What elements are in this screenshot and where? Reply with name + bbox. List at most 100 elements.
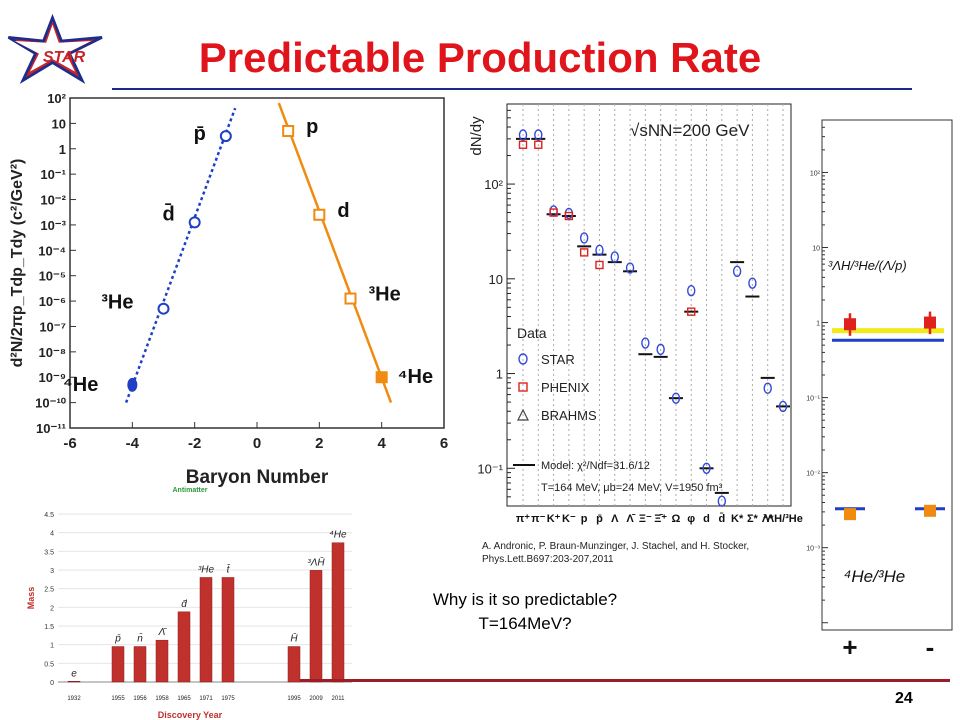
x-category-label: Ξ⁻ [639, 513, 652, 525]
plot-frame [821, 119, 953, 631]
bar-label: p̄ [114, 634, 121, 645]
x-category-label: K⁻ [562, 513, 576, 525]
point-label: ³He [101, 292, 133, 314]
y-tick-label: 10⁻² [806, 471, 820, 478]
data-point [924, 504, 936, 517]
point-label: p̄ [194, 123, 206, 145]
data-point [127, 377, 138, 392]
title-underline [112, 88, 912, 90]
legend-label: BRAHMS [541, 408, 597, 423]
x-tick-label: 4 [377, 435, 386, 452]
x-category-label: π⁺ [516, 513, 530, 525]
x-category-label: Λ [611, 513, 619, 525]
point-label: ⁴He [63, 374, 98, 396]
star-point [610, 251, 619, 263]
legend-brahms-marker [517, 408, 529, 421]
y-tick-label: 2 [50, 605, 54, 612]
legend-star-marker [518, 353, 528, 365]
data-point [844, 318, 856, 331]
x-category-label: K* [731, 513, 744, 525]
y-tick-label: 1 [50, 643, 54, 650]
y-axis-label: d²N/2πp_Tdp_Tdy (c²/GeV²) [9, 159, 26, 368]
question-line-1: Why is it so predictable? [432, 590, 618, 609]
energy-label: √sNN=200 GeV [630, 121, 750, 140]
y-tick-label: 10⁻⁴ [38, 243, 66, 258]
phenix-point [595, 260, 604, 270]
x-category-label: d̄ [718, 513, 725, 525]
bar [67, 681, 81, 683]
x-tick-label: -6 [63, 435, 76, 452]
x-tick-label: 6 [440, 435, 448, 452]
x-tick-label: 1932 [67, 696, 81, 702]
bar [111, 646, 125, 683]
bar-label: e [71, 668, 77, 679]
bar-label: ³He [198, 564, 215, 575]
star-point [763, 382, 772, 394]
page-title: Predictable Production Rate [198, 34, 762, 81]
star-point [595, 244, 604, 256]
data-point [313, 208, 326, 221]
y-tick-label: 1.5 [44, 624, 54, 631]
x-category-label: Λ* [762, 513, 774, 525]
data-point [375, 371, 388, 384]
x-category-label: Σ* [747, 513, 759, 525]
x-tick-label: 1965 [177, 696, 191, 702]
bar [133, 646, 147, 683]
x-tick-label: 1975 [221, 696, 235, 702]
model-label: Model: χ²/Ndf=31.6/12 [541, 460, 650, 472]
phenix-point [579, 248, 589, 257]
chart-ratios: 10⁻³ 10⁻² 10⁻¹ 1 10 10² ³ΛH/³He/(Λ/p) ⁴He/³He + - [806, 119, 953, 662]
series-label-he4: ⁴He/³He [844, 567, 905, 586]
x-tick-label: 1958 [155, 696, 169, 702]
x-tick-label: 2011 [332, 696, 346, 702]
plot-frame [506, 103, 792, 507]
star-point [641, 337, 650, 349]
y-tick-label: 4.5 [44, 512, 54, 519]
phenix-point [564, 211, 574, 221]
star-point [625, 262, 635, 274]
y-tick-label: 4 [50, 531, 54, 538]
point-label: d [337, 200, 349, 222]
y-tick-label: 1 [59, 142, 66, 157]
fit-line [124, 107, 237, 404]
legend-label: PHENIX [541, 380, 590, 395]
x-category-label: d [703, 513, 710, 525]
data-point [924, 316, 936, 329]
point-label: p [306, 116, 318, 138]
legend-title: Data [517, 325, 547, 341]
y-tick-label: 2.5 [44, 587, 54, 594]
star-point [732, 265, 742, 278]
x-category-label: φ [687, 513, 695, 525]
x-tick-label: 1995 [287, 696, 301, 702]
data-point [344, 292, 357, 305]
star-point [534, 129, 543, 141]
y-tick-label: 3.5 [44, 549, 54, 556]
point-label: ³He [369, 284, 401, 306]
y-tick-label: 0 [50, 680, 54, 687]
x-category-label: K⁺ [547, 513, 561, 525]
y-tick-label: 10 [52, 116, 66, 131]
y-tick-label: 10⁻⁹ [39, 370, 67, 385]
data-point [844, 508, 856, 521]
x-category-label: ³ΛH/³He [763, 513, 803, 525]
footer-rule [300, 679, 950, 682]
legend-phenix-marker [518, 382, 528, 392]
citation: A. Andronic, P. Braun-Munzinger, J. Stac… [482, 540, 812, 566]
bar [287, 646, 301, 683]
bar [155, 639, 169, 683]
x-tick-label: 2009 [309, 696, 323, 702]
phenix-point [549, 208, 558, 217]
data-point [157, 302, 170, 315]
series-label-hypertriton: ³ΛH/³He/(Λ/p) [828, 258, 907, 273]
bar-label: Λ̄ [158, 627, 168, 638]
y-tick-label: 10⁻¹ [477, 461, 503, 476]
bar-label: t̄ [227, 563, 231, 575]
y-tick-label: 10² [484, 177, 503, 192]
plot-frame [69, 97, 445, 429]
x-category-label: Ξ̄⁺ [654, 513, 667, 525]
star-point [671, 392, 681, 404]
x-tick-label: 1956 [133, 696, 147, 702]
question-text: Why is it so predictable? T=164MeV? [360, 588, 690, 636]
y-tick-label: 3 [50, 568, 54, 575]
